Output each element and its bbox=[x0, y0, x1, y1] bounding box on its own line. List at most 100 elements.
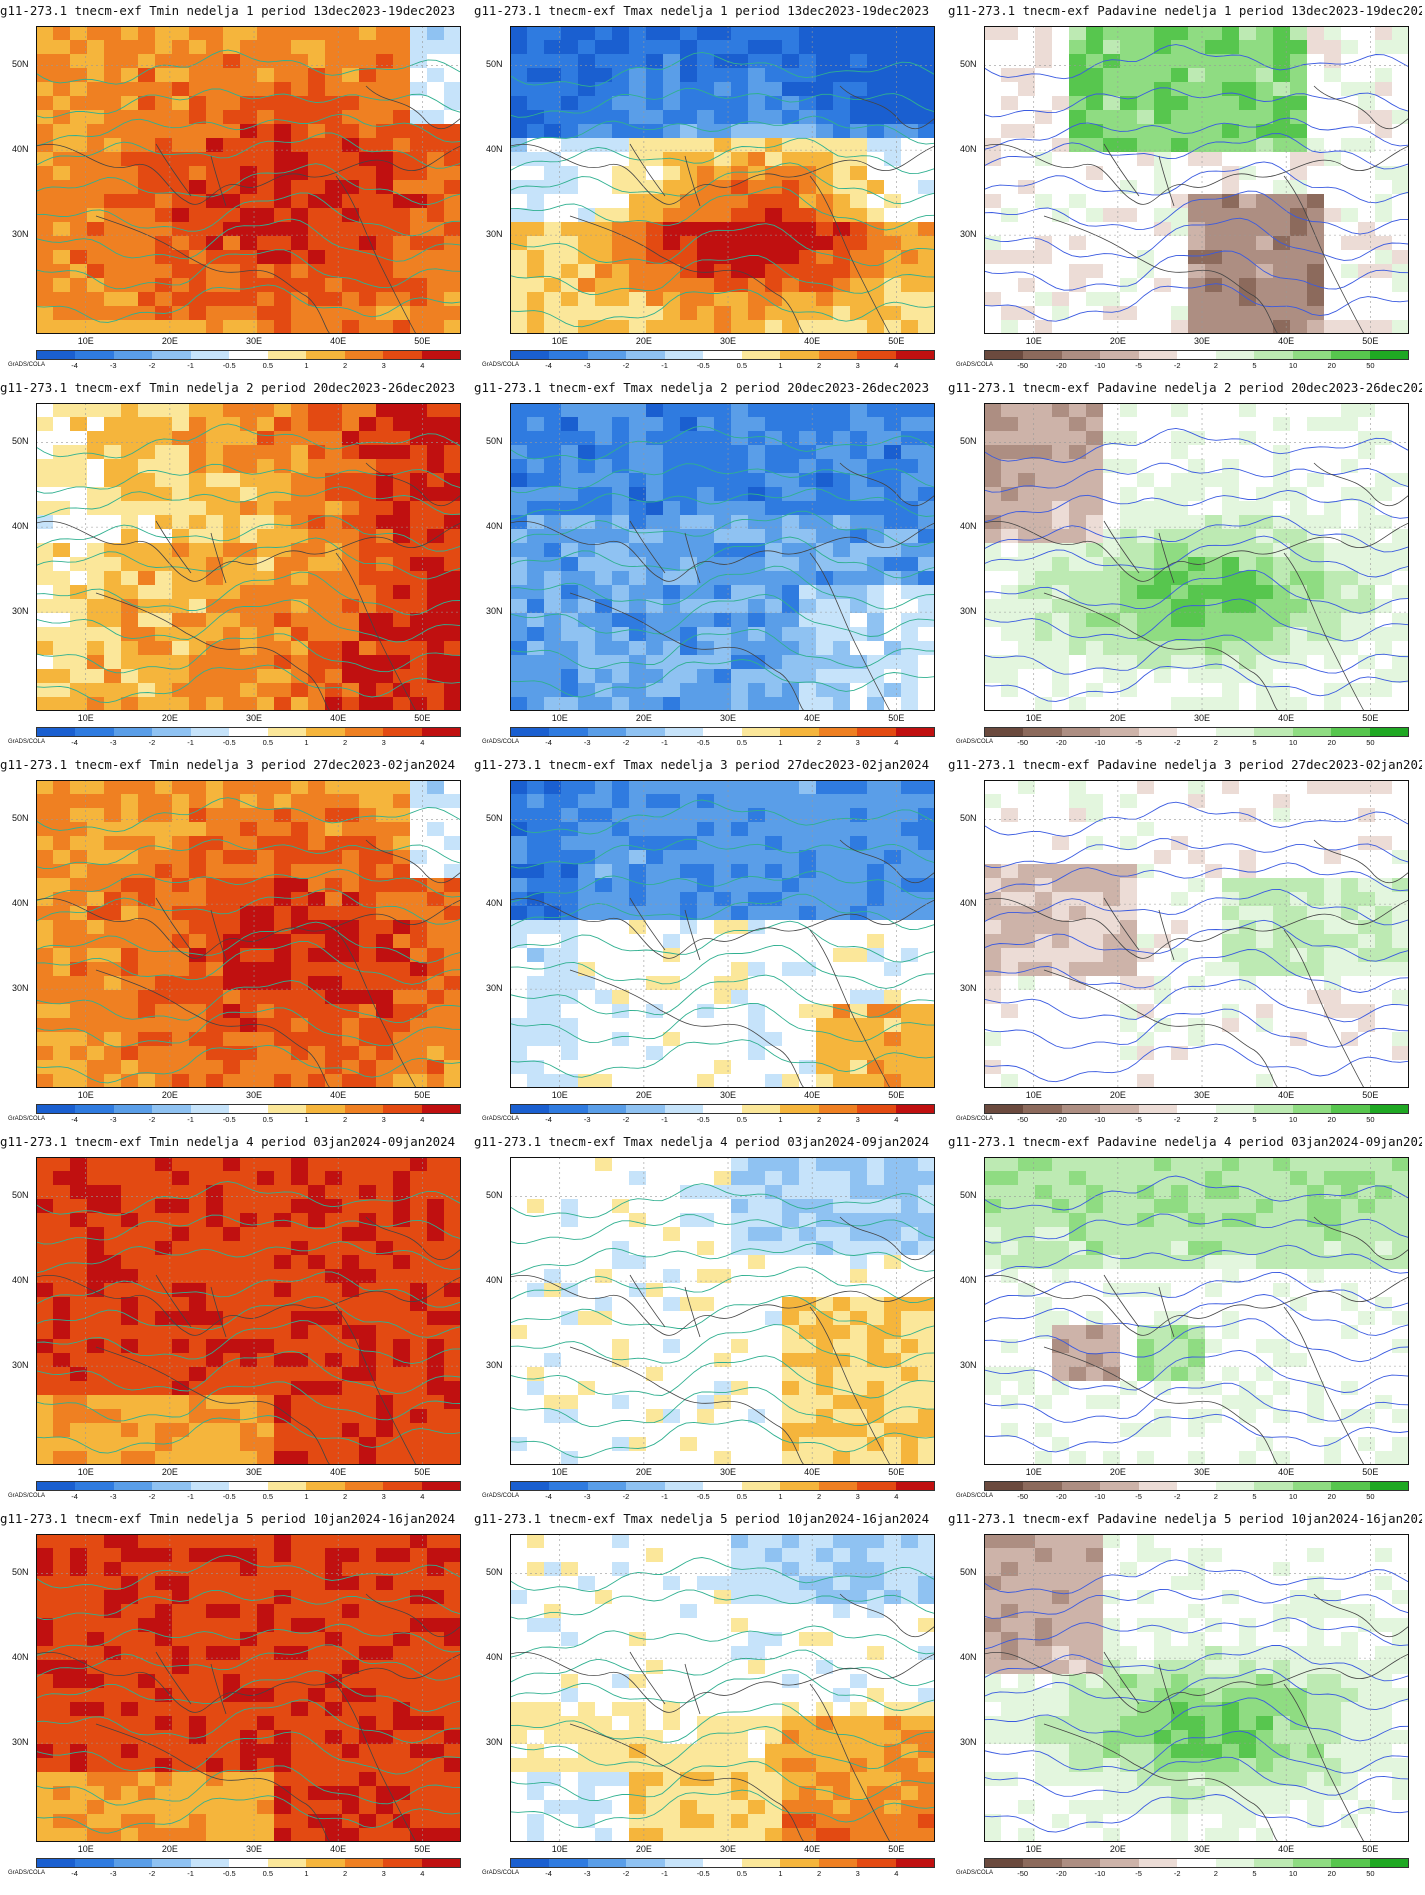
color-swatch bbox=[152, 1105, 191, 1113]
color-swatch bbox=[1100, 1482, 1139, 1490]
longitude-label: 20E bbox=[1109, 1090, 1126, 1100]
contour-lines bbox=[510, 1183, 935, 1458]
color-swatch bbox=[626, 728, 665, 736]
color-swatch bbox=[306, 1105, 345, 1113]
longitude-label: 40E bbox=[804, 1844, 821, 1854]
scale-tick-label: 3 bbox=[381, 361, 386, 370]
scale-tick-label: 4 bbox=[894, 1492, 899, 1501]
coastlines bbox=[984, 462, 1409, 711]
latitude-label: 30N bbox=[486, 229, 503, 240]
grads-credit: GrADS/COLA bbox=[8, 1493, 46, 1499]
color-scale-bar bbox=[984, 1104, 1409, 1114]
color-swatch bbox=[511, 1105, 550, 1113]
forecast-panel-precip: g11-273.1 tnecm-exf Padavine nedelja 3 p… bbox=[948, 754, 1422, 1131]
color-swatch bbox=[383, 728, 422, 736]
color-swatch bbox=[1138, 1859, 1178, 1867]
longitude-label: 50E bbox=[1362, 336, 1379, 346]
scale-tick-label: -1 bbox=[661, 1492, 668, 1501]
color-swatch bbox=[703, 728, 742, 736]
longitude-label: 30E bbox=[720, 1467, 737, 1477]
anomaly-field bbox=[984, 1157, 1409, 1465]
longitude-label: 10E bbox=[77, 336, 94, 346]
scale-tick-label: 4 bbox=[420, 738, 425, 747]
scale-tick-label: 1 bbox=[304, 361, 309, 370]
scale-tick-label: -1 bbox=[187, 1492, 194, 1501]
color-swatch bbox=[37, 728, 76, 736]
scale-tick-label: 2 bbox=[1213, 738, 1218, 747]
color-swatch bbox=[780, 1105, 819, 1113]
longitude-label: 20E bbox=[161, 713, 178, 723]
scale-tick-label: -5 bbox=[1135, 738, 1142, 747]
scale-tick-label: 2 bbox=[342, 1115, 348, 1124]
latitude-label: 50N bbox=[486, 813, 503, 824]
scale-tick-label: -10 bbox=[1094, 738, 1106, 747]
scale-tick-label: 50 bbox=[1366, 1115, 1375, 1124]
panel-title: g11-273.1 tnecm-exf Tmax nedelja 5 perio… bbox=[474, 1511, 930, 1526]
color-swatch bbox=[511, 351, 550, 359]
panel-title: g11-273.1 tnecm-exf Tmax nedelja 3 perio… bbox=[474, 757, 930, 772]
color-swatch bbox=[985, 1482, 1024, 1490]
color-swatch bbox=[587, 351, 627, 359]
longitude-label: 20E bbox=[161, 1090, 178, 1100]
scale-tick-label: 3 bbox=[855, 738, 860, 747]
color-swatch bbox=[703, 351, 742, 359]
coastlines bbox=[36, 1216, 461, 1465]
scale-tick-label: -3 bbox=[583, 361, 591, 370]
color-swatch bbox=[344, 1482, 384, 1490]
color-swatch bbox=[383, 1105, 422, 1113]
scale-tick-label: 10 bbox=[1288, 1869, 1298, 1878]
coastlines bbox=[510, 1216, 935, 1465]
color-swatch bbox=[152, 1482, 191, 1490]
anomaly-map bbox=[510, 1534, 935, 1842]
color-swatch bbox=[1100, 1859, 1139, 1867]
color-swatch bbox=[1061, 351, 1101, 359]
color-swatch bbox=[1100, 1105, 1139, 1113]
scale-tick-label: 1 bbox=[778, 1492, 783, 1501]
scale-tick-label: 2 bbox=[1213, 361, 1218, 370]
latitude-label: 30N bbox=[960, 606, 977, 617]
color-scale-bar bbox=[36, 727, 461, 737]
scale-tick-label: 1 bbox=[304, 1115, 309, 1124]
latitude-label: 40N bbox=[486, 898, 503, 909]
color-swatch bbox=[1177, 1482, 1216, 1490]
color-swatch bbox=[1292, 1859, 1332, 1867]
longitude-label: 30E bbox=[1194, 336, 1211, 346]
latitude-label: 40N bbox=[960, 144, 977, 155]
latitude-label: 50N bbox=[12, 813, 29, 824]
latitude-label: 30N bbox=[486, 606, 503, 617]
color-swatch bbox=[741, 728, 781, 736]
scale-tick-label: -2 bbox=[622, 1492, 630, 1501]
color-swatch bbox=[664, 1482, 704, 1490]
color-swatch bbox=[857, 1859, 896, 1867]
scale-tick-label: 20 bbox=[1327, 361, 1336, 370]
anomaly-field bbox=[36, 1534, 461, 1842]
panel-title: g11-273.1 tnecm-exf Tmin nedelja 5 perio… bbox=[0, 1511, 456, 1526]
contour-lines bbox=[510, 1557, 935, 1829]
color-swatch bbox=[780, 1482, 819, 1490]
anomaly-map bbox=[36, 403, 461, 711]
color-swatch bbox=[895, 1859, 934, 1867]
grads-credit: GrADS/COLA bbox=[956, 1870, 994, 1876]
color-swatch bbox=[421, 1482, 460, 1490]
scale-tick-label: -2 bbox=[1173, 1492, 1181, 1501]
scale-tick-label: 5 bbox=[1252, 738, 1257, 747]
scale-tick-label: -2 bbox=[148, 361, 156, 370]
contour-lines bbox=[36, 423, 461, 704]
graticule bbox=[984, 26, 1409, 334]
contour-lines bbox=[36, 49, 461, 323]
scale-tick-label: -4 bbox=[71, 1869, 78, 1878]
longitude-label: 20E bbox=[635, 1090, 652, 1100]
latitude-label: 40N bbox=[12, 1652, 29, 1663]
color-swatch bbox=[75, 1482, 114, 1490]
scale-tick-label: -2 bbox=[1173, 738, 1181, 747]
color-swatch bbox=[703, 1859, 742, 1867]
scale-tick-label: 3 bbox=[381, 1869, 386, 1878]
forecast-panel-precip: g11-273.1 tnecm-exf Padavine nedelja 2 p… bbox=[948, 377, 1422, 754]
scale-tick-label: 20 bbox=[1327, 1492, 1336, 1501]
coastlines bbox=[984, 839, 1409, 1088]
color-swatch bbox=[1138, 1482, 1178, 1490]
scale-tick-label: -1 bbox=[661, 738, 668, 747]
scale-tick-label: -2 bbox=[1173, 1115, 1181, 1124]
longitude-label: 10E bbox=[1025, 1090, 1042, 1100]
color-swatch bbox=[857, 1482, 896, 1490]
